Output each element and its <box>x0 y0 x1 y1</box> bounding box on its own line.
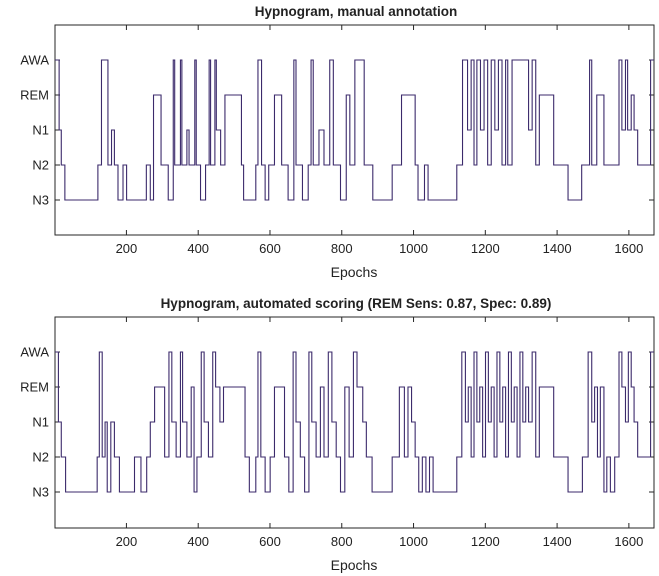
chart-title-automated: Hypnogram, automated scoring (REM Sens: … <box>161 296 552 311</box>
y-tick-label: REM <box>20 88 49 103</box>
x-tick-label: 1600 <box>614 534 643 549</box>
x-tick-label: 1000 <box>399 534 428 549</box>
x-tick-label: 600 <box>259 241 281 256</box>
x-tick-label: 200 <box>116 534 138 549</box>
y-tick-label: REM <box>20 380 49 395</box>
y-tick-label: N3 <box>32 193 49 208</box>
x-tick-label: 800 <box>331 534 353 549</box>
series-automated <box>55 351 654 493</box>
x-axis-manual: 200 400 600 800 1000 1200 1400 1600 <box>116 25 643 256</box>
x-tick-label: 1200 <box>471 534 500 549</box>
x-axis-automated: 200 400 600 800 1000 1200 1400 1600 <box>116 317 643 549</box>
chart-automated: Hypnogram, automated scoring (REM Sens: … <box>20 296 655 573</box>
x-tick-label: 1400 <box>543 534 572 549</box>
y-tick-label: N2 <box>32 158 49 173</box>
y-tick-label: N1 <box>32 123 49 138</box>
x-tick-label: 800 <box>331 241 353 256</box>
x-tick-label: 1000 <box>399 241 428 256</box>
hypnogram-line <box>55 351 654 493</box>
x-tick-label: 400 <box>187 534 209 549</box>
x-axis-label-automated: Epochs <box>331 557 378 573</box>
hypnogram-line <box>55 59 654 201</box>
y-tick-label: N3 <box>32 485 49 500</box>
x-axis-label-manual: Epochs <box>331 264 378 280</box>
chart-title-manual: Hypnogram, manual annotation <box>255 4 458 19</box>
y-axis-automated: AWA REM N1 N2 N3 <box>20 345 654 500</box>
series-manual <box>55 59 654 201</box>
x-tick-label: 600 <box>259 534 281 549</box>
plot-area-automated <box>54 316 655 529</box>
x-tick-label: 1600 <box>614 241 643 256</box>
y-tick-label: N2 <box>32 450 49 465</box>
y-tick-label: AWA <box>20 53 49 68</box>
x-tick-label: 1200 <box>471 241 500 256</box>
x-tick-label: 200 <box>116 241 138 256</box>
x-tick-label: 400 <box>187 241 209 256</box>
chart-manual: Hypnogram, manual annotation AWA REM N1 N2 N… <box>20 4 655 280</box>
y-tick-label: AWA <box>20 345 49 360</box>
y-tick-label: N1 <box>32 415 49 430</box>
x-tick-label: 1400 <box>543 241 572 256</box>
